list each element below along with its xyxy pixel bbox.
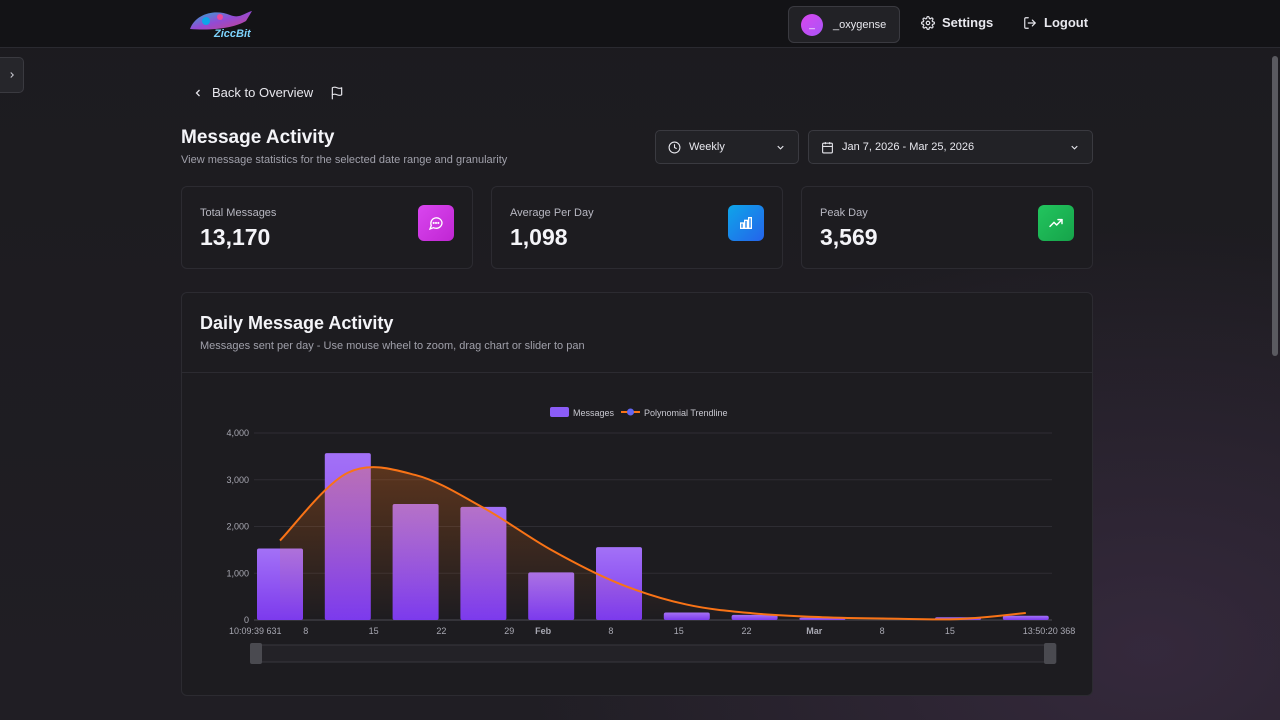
flag-icon[interactable] xyxy=(330,86,344,100)
x-tick-label: 8 xyxy=(303,626,308,636)
total-messages-card: Total Messages 13,170 xyxy=(181,186,473,269)
sidebar-toggle-button[interactable] xyxy=(0,57,24,93)
y-tick-label: 1,000 xyxy=(226,568,249,578)
page-subtitle: View message statistics for the selected… xyxy=(181,154,508,166)
x-tick-label: 29 xyxy=(504,626,514,636)
trending-up-icon xyxy=(1038,205,1074,241)
logout-link[interactable]: Logout xyxy=(1023,15,1088,30)
x-tick-label: 13:50:20 368 xyxy=(1023,626,1076,636)
stat-label: Peak Day xyxy=(820,207,868,219)
scrollbar-thumb[interactable] xyxy=(1272,56,1278,356)
calendar-icon xyxy=(822,141,833,153)
legend-marker-trendline xyxy=(627,408,634,416)
back-label: Back to Overview xyxy=(212,85,314,100)
user-name: _oxygense xyxy=(833,18,887,31)
logout-icon xyxy=(1024,16,1036,29)
chevron-left-icon xyxy=(195,89,200,96)
legend-label-messages[interactable]: Messages xyxy=(573,408,615,418)
x-tick-label: 22 xyxy=(741,626,751,636)
chevron-right-icon xyxy=(9,72,14,78)
app-logo[interactable]: ZiccBit xyxy=(186,7,262,41)
granularity-select[interactable]: Weekly xyxy=(655,130,799,164)
x-tick-label: 8 xyxy=(880,626,885,636)
y-tick-label: 3,000 xyxy=(226,475,249,485)
logout-label: Logout xyxy=(1044,15,1089,30)
zoom-slider-handle-right[interactable] xyxy=(1044,643,1056,664)
chevron-down-icon xyxy=(1071,145,1078,150)
y-tick-label: 4,000 xyxy=(226,428,249,438)
chart-title: Daily Message Activity xyxy=(200,313,394,333)
logo-text: ZiccBit xyxy=(213,28,252,40)
clock-icon xyxy=(668,141,681,153)
chevron-down-icon xyxy=(777,145,784,150)
stat-label: Total Messages xyxy=(200,207,277,219)
settings-label: Settings xyxy=(942,15,994,30)
y-tick-label: 0 xyxy=(244,615,249,625)
stat-value: 1,098 xyxy=(510,224,568,250)
stat-value: 3,569 xyxy=(820,224,878,250)
x-tick-label: 15 xyxy=(369,626,379,636)
stat-label: Average Per Day xyxy=(510,207,594,219)
settings-link[interactable]: Settings xyxy=(921,15,993,30)
avatar: _ xyxy=(801,13,823,36)
date-range-picker[interactable]: Jan 7, 2026 - Mar 25, 2026 xyxy=(808,130,1093,164)
daily-activity-chart-card: Daily Message Activity Messages sent per… xyxy=(181,292,1093,696)
chart-subtitle: Messages sent per day - Use mouse wheel … xyxy=(200,340,585,352)
top-bar: ZiccBit _ _oxygense Settings Logout xyxy=(0,0,1280,48)
x-tick-label: 15 xyxy=(674,626,684,636)
legend-label-trendline[interactable]: Polynomial Trendline xyxy=(644,408,728,418)
x-tick-label: 15 xyxy=(945,626,955,636)
stat-value: 13,170 xyxy=(200,224,271,250)
trendline-area xyxy=(280,467,1026,620)
page-title: Message Activity xyxy=(181,127,335,148)
date-range-value: Jan 7, 2026 - Mar 25, 2026 xyxy=(842,141,975,153)
user-menu-button[interactable]: _ _oxygense xyxy=(788,6,900,43)
back-to-overview-link[interactable]: Back to Overview xyxy=(192,85,313,100)
message-activity-chart[interactable]: 0 1,000 2,000 3,000 4,000 Messages Polynomial … xyxy=(182,293,1092,695)
legend-swatch-messages[interactable] xyxy=(550,407,569,417)
x-tick-label: 22 xyxy=(436,626,446,636)
zoom-slider-handle-left[interactable] xyxy=(250,643,262,664)
y-tick-label: 2,000 xyxy=(226,522,249,532)
x-tick-label: Feb xyxy=(535,626,552,636)
trendline-line[interactable] xyxy=(279,466,1026,621)
average-per-day-card: Average Per Day 1,098 xyxy=(491,186,783,269)
peak-day-card: Peak Day 3,569 xyxy=(801,186,1093,269)
message-icon xyxy=(418,205,454,241)
granularity-value: Weekly xyxy=(689,141,725,153)
bar-chart-icon xyxy=(728,205,764,241)
x-tick-label: Mar xyxy=(806,626,823,636)
gear-icon xyxy=(921,15,935,30)
x-tick-label: 8 xyxy=(608,626,613,636)
x-tick-label: 10:09:39 631 xyxy=(229,626,282,636)
zoom-slider-track[interactable] xyxy=(251,644,1057,663)
chart-header: Daily Message Activity Messages sent per… xyxy=(182,293,1092,373)
